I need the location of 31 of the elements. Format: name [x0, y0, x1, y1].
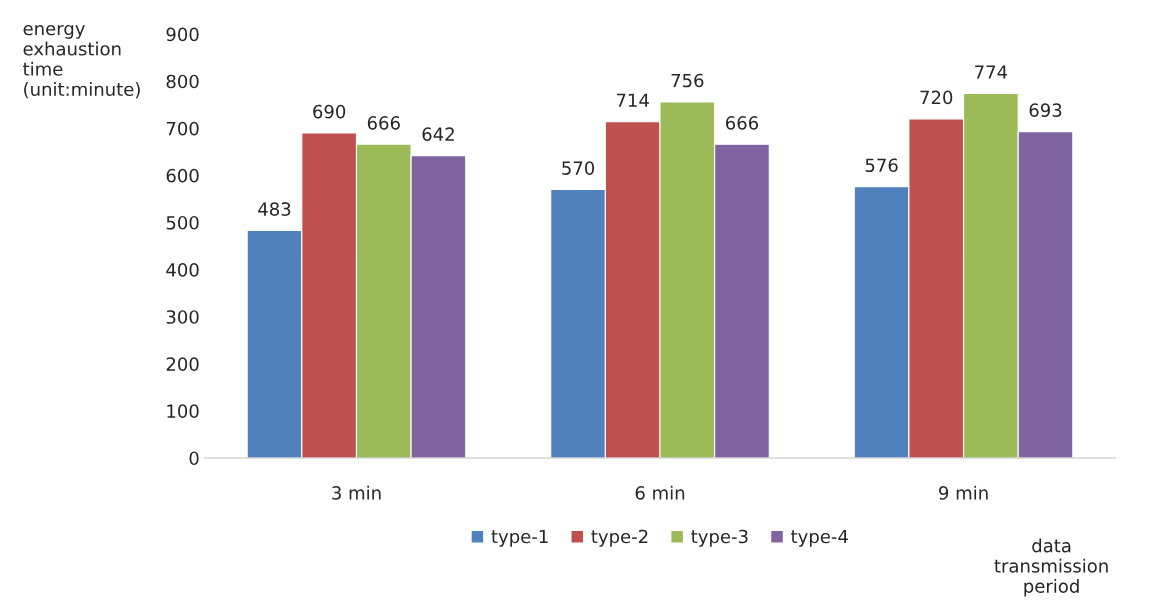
- y-tick-label: 600: [166, 168, 199, 183]
- y-tick-label: 200: [166, 357, 199, 371]
- legend-label: type-4: [791, 529, 848, 547]
- y-tick-label: 500: [166, 215, 199, 230]
- data-label: 693: [1029, 103, 1062, 117]
- data-label: 690: [313, 104, 346, 119]
- data-label: 570: [562, 161, 595, 175]
- data-label: 756: [671, 73, 704, 88]
- x-tick-label: 9 min: [939, 485, 988, 500]
- y-tick-label: 0: [189, 451, 199, 466]
- data-label: 666: [367, 116, 400, 130]
- y-tick-label: 400: [166, 263, 199, 277]
- y-axis-title: energy exhaustion time (unit:minute): [23, 25, 140, 99]
- y-tick-label: 100: [167, 404, 199, 418]
- legend-label: type-1: [491, 529, 548, 547]
- data-label: 714: [616, 93, 649, 107]
- x-axis-title: data transmission period: [994, 538, 1108, 597]
- legend-label: type-3: [691, 529, 748, 547]
- x-tick-label: 6 min: [635, 485, 685, 500]
- data-label: 642: [422, 127, 454, 141]
- data-label: 666: [725, 116, 759, 130]
- data-label: 720: [920, 90, 953, 105]
- legend-label: type-2: [591, 529, 648, 547]
- y-tick-label: 700: [166, 121, 199, 136]
- y-tick-label: 300: [166, 310, 199, 324]
- data-label: 576: [865, 158, 898, 173]
- data-label: 774: [975, 65, 1008, 79]
- y-tick-label: 900: [166, 27, 199, 42]
- data-label: 483: [258, 202, 291, 216]
- y-tick-label: 800: [166, 74, 199, 89]
- x-tick-label: 3 min: [332, 485, 381, 500]
